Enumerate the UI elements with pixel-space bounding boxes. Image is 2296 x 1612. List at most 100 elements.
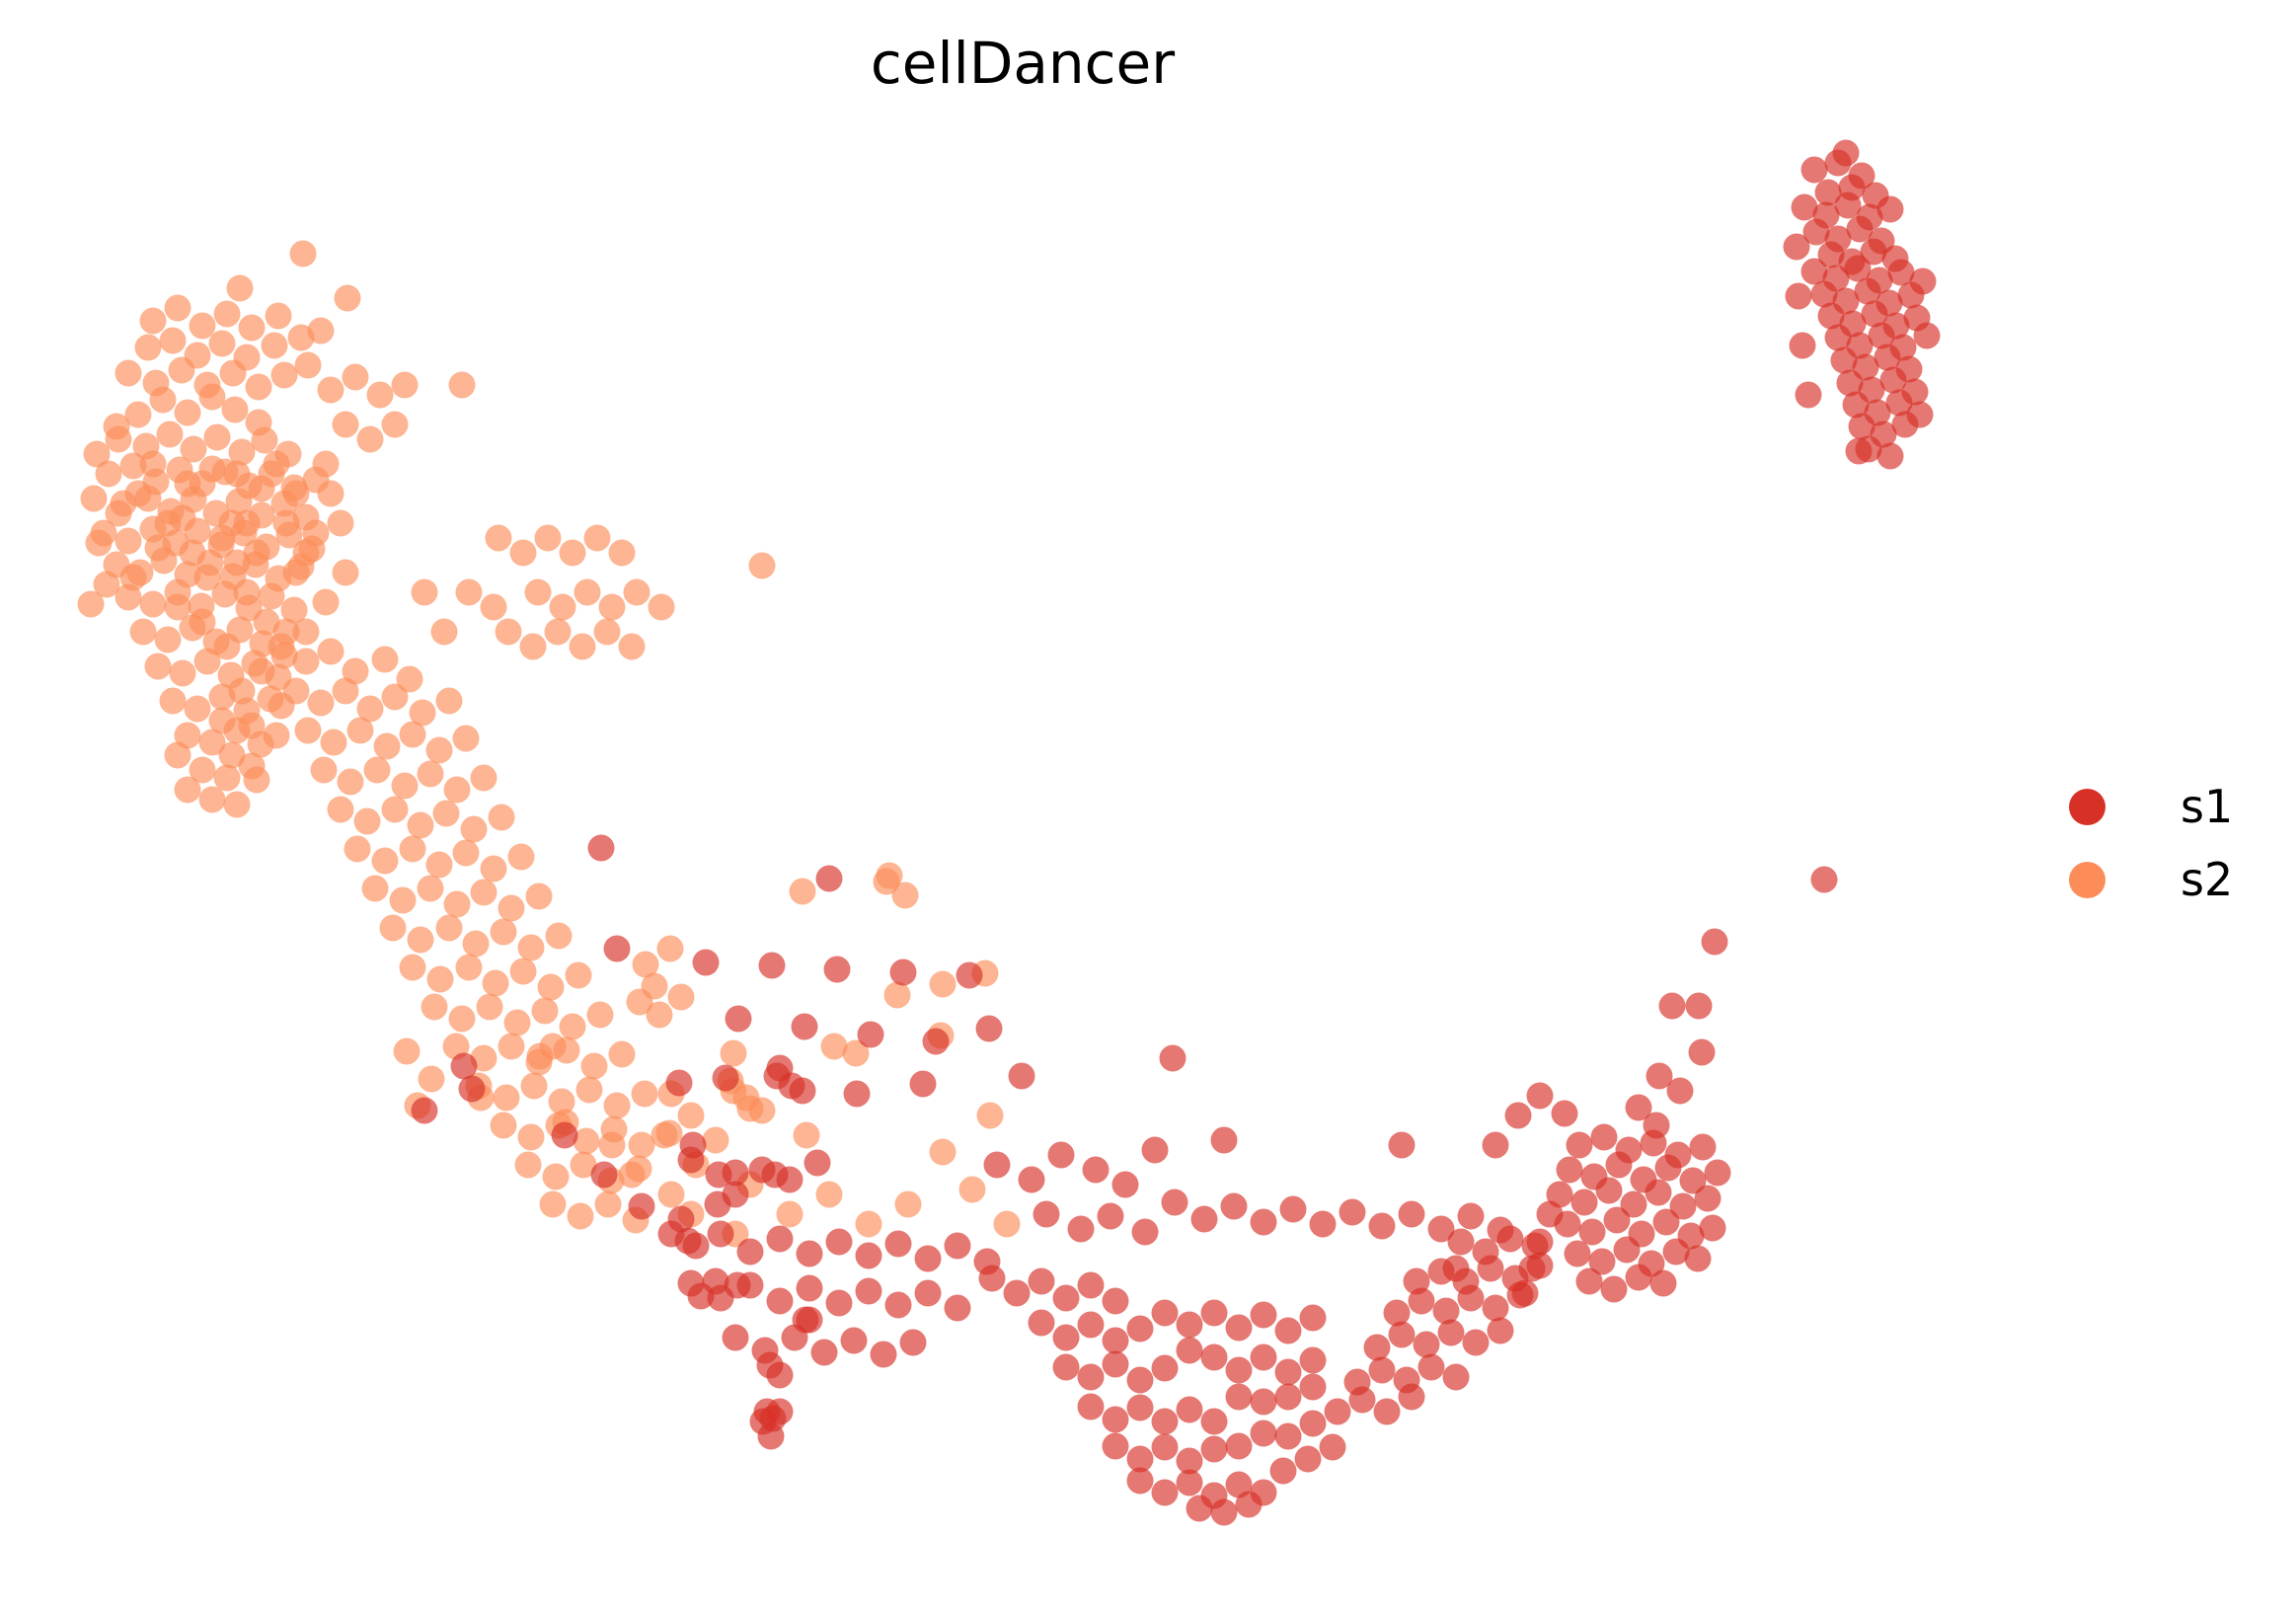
scatter-point-s1 (1575, 1267, 1603, 1295)
scatter-point-s2 (85, 529, 113, 557)
scatter-point-s2 (632, 951, 659, 978)
scatter-point-s1 (823, 956, 851, 983)
scatter-point-s1 (1487, 1216, 1514, 1244)
scatter-point-s1 (1126, 1366, 1154, 1394)
scatter-point-s2 (366, 381, 394, 409)
scatter-point-s2 (213, 633, 241, 660)
scatter-point-s1 (1102, 1406, 1129, 1433)
scatter-point-s2 (567, 1202, 594, 1230)
scatter-point-s1 (889, 959, 917, 986)
scatter-point-s2 (218, 509, 246, 537)
scatter-point-s2 (417, 875, 444, 902)
scatter-point-s1 (1437, 1319, 1465, 1346)
scatter-point-s1 (857, 1021, 884, 1048)
scatter-point-s2 (238, 314, 266, 342)
scatter-point-s1 (1810, 280, 1838, 308)
scatter-point-s1 (1008, 1062, 1035, 1090)
scatter-point-s1 (1427, 1215, 1455, 1243)
scatter-point-s2 (608, 1040, 636, 1068)
scatter-point-s2 (574, 578, 601, 606)
scatter-point-s2 (337, 768, 364, 796)
scatter-point-s2 (142, 369, 170, 397)
scatter-point-s1 (1417, 1353, 1445, 1381)
scatter-point-s2 (342, 363, 369, 391)
s2-legend-marker-icon (2069, 861, 2105, 898)
scatter-point-s2 (789, 878, 816, 905)
scatter-point-s1 (758, 952, 786, 979)
scatter-point-s2 (517, 934, 545, 961)
scatter-point-s2 (490, 1112, 517, 1139)
scatter-point-s1 (1319, 1433, 1346, 1461)
scatter-point-s2 (583, 524, 611, 552)
scatter-point-s1 (1151, 1354, 1179, 1382)
scatter-point-s1 (679, 1131, 707, 1159)
scatter-point-s2 (228, 677, 256, 705)
scatter-point-s2 (270, 361, 298, 389)
scatter-point-s1 (870, 1341, 897, 1368)
scatter-point-s2 (565, 961, 592, 989)
scatter-point-s2 (657, 1181, 685, 1208)
scatter-point-s1 (1645, 1062, 1673, 1090)
scatter-point-s1 (791, 1013, 818, 1040)
scatter-point-s2 (203, 423, 231, 451)
scatter-point-s1 (1472, 1238, 1499, 1266)
scatter-point-s1 (1225, 1356, 1253, 1384)
scatter-point-s1 (1432, 1297, 1460, 1325)
scatter-point-s1 (1588, 1248, 1616, 1275)
scatter-point-s1 (1526, 1082, 1554, 1110)
scatter-point-s2 (169, 659, 196, 687)
scatter-point-s1 (1578, 1218, 1606, 1246)
scatter-point-s2 (667, 983, 695, 1011)
scatter-point-s1 (1126, 1445, 1154, 1473)
scatter-point-s2 (261, 332, 288, 359)
scatter-point-s1 (884, 1291, 912, 1319)
scatter-point-s1 (825, 1228, 853, 1256)
scatter-point-s2 (417, 760, 444, 788)
scatter-point-s2 (929, 1138, 957, 1166)
scatter-point-s2 (105, 499, 132, 527)
scatter-point-s1 (667, 1205, 695, 1233)
scatter-point-s1 (1652, 1208, 1680, 1236)
scatter-point-s1 (1141, 1136, 1169, 1164)
scatter-point-s1 (1814, 179, 1842, 206)
scatter-point-s1 (1151, 1299, 1179, 1327)
scatter-point-s2 (534, 524, 562, 552)
scatter-point-s2 (993, 1210, 1021, 1238)
scatter-point-s2 (189, 608, 216, 636)
scatter-point-s1 (1846, 215, 1874, 243)
scatter-point-s2 (371, 847, 399, 875)
scatter-point-s1 (1887, 259, 1915, 286)
scatter-point-s2 (159, 687, 187, 715)
scatter-point-s2 (793, 1121, 820, 1149)
scatter-point-s1 (1225, 1314, 1253, 1342)
scatter-point-s2 (497, 1033, 525, 1060)
scatter-point-s1 (796, 1240, 823, 1267)
scatter-point-s2 (174, 722, 201, 749)
scatter-point-s1 (1190, 1205, 1218, 1233)
scatter-point-s1 (1159, 1044, 1186, 1072)
scatter-point-s1 (1151, 1433, 1179, 1461)
scatter-point-s1 (1817, 302, 1845, 330)
scatter-point-s1 (1373, 1398, 1401, 1425)
scatter-point-s2 (929, 970, 957, 998)
scatter-point-s2 (225, 488, 253, 515)
scatter-point-s1 (1854, 277, 1881, 305)
scatter-point-s1 (1413, 1331, 1440, 1358)
scatter-point-s2 (243, 539, 270, 567)
scatter-point-s1 (590, 1161, 618, 1189)
scatter-point-s1 (1600, 1275, 1628, 1303)
scatter-point-s1 (796, 1306, 823, 1334)
scatter-point-s2 (312, 450, 340, 478)
scatter-point-s2 (594, 1190, 622, 1218)
scatter-point-s2 (221, 396, 249, 423)
scatter-point-s1 (1868, 322, 1895, 349)
scatter-point-s1 (1521, 1232, 1549, 1260)
scatter-point-s2 (548, 1088, 575, 1115)
scatter-point-s1 (1834, 192, 1862, 219)
scatter-point-s2 (154, 626, 182, 653)
scatter-point-s2 (280, 596, 308, 624)
scatter-point-s1 (914, 1279, 942, 1307)
scatter-point-s2 (93, 571, 120, 598)
scatter-point-s2 (598, 1131, 626, 1159)
scatter-point-s2 (189, 756, 216, 784)
